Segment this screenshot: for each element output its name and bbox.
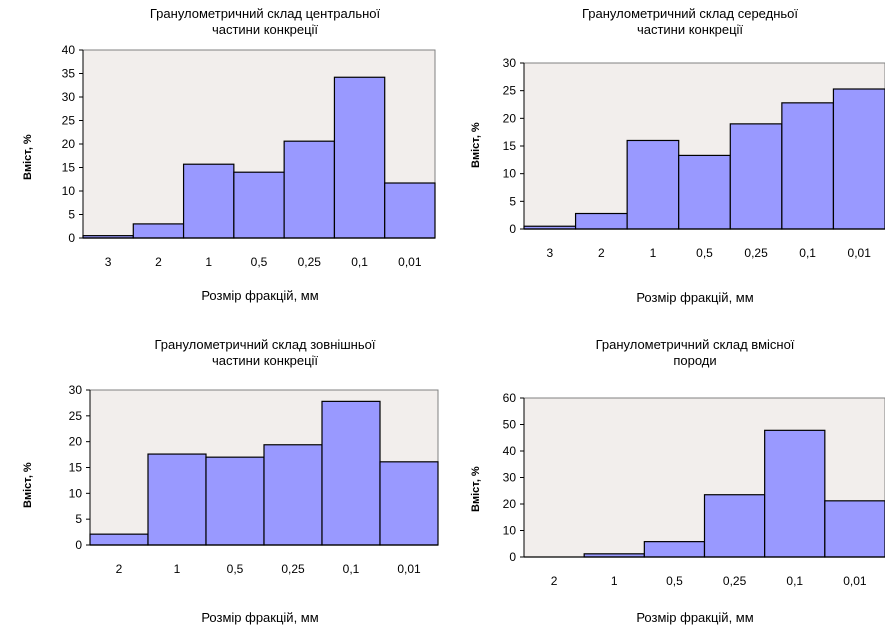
x-tick-label: 1 (650, 246, 657, 260)
x-tick-label: 0,5 (666, 574, 683, 588)
y-tick-label: 25 (62, 114, 76, 128)
x-tick-label: 2 (551, 574, 558, 588)
x-tick-label: 0,01 (848, 246, 872, 260)
bar (283, 140, 336, 239)
y-tick-label: 30 (503, 471, 517, 485)
x-axis-label: Розмір фракцій, мм (636, 290, 754, 305)
bar (678, 154, 731, 230)
x-tick-label: 0,5 (696, 246, 713, 260)
y-tick-label: 10 (503, 524, 517, 538)
y-tick-label: 30 (69, 383, 83, 397)
y-tick-label: 40 (62, 43, 76, 57)
y-tick-label: 20 (62, 137, 76, 151)
y-tick-label: 15 (69, 461, 83, 475)
x-tick-label: 0,5 (227, 562, 244, 576)
y-tick-label: 10 (69, 486, 83, 500)
bar (147, 453, 207, 546)
x-tick-label: 0,01 (398, 255, 422, 269)
y-tick-label: 20 (69, 435, 83, 449)
x-tick-label: 0,1 (351, 255, 368, 269)
chart-title: Гранулометричний склад зовнішньої частин… (154, 337, 376, 368)
bar (781, 102, 835, 230)
x-tick-label: 1 (205, 255, 212, 269)
x-tick-label: 2 (155, 255, 162, 269)
x-tick-label: 0,25 (298, 255, 322, 269)
bar (832, 88, 885, 230)
bar (764, 429, 826, 558)
y-tick-label: 5 (68, 208, 75, 222)
y-tick-label: 5 (509, 194, 516, 208)
x-axis-label: Розмір фракцій, мм (636, 610, 754, 625)
y-tick-label: 15 (503, 139, 517, 153)
chart-title: Гранулометричний склад центральної части… (149, 6, 381, 37)
bar (263, 444, 323, 546)
y-tick-label: 20 (503, 111, 517, 125)
y-tick-label: 40 (503, 444, 517, 458)
chart-title: Гранулометричний склад вмісної породи (595, 337, 795, 368)
y-tick-label: 10 (503, 167, 517, 181)
y-tick-label: 60 (503, 391, 517, 405)
y-tick-label: 5 (75, 512, 82, 526)
bar (321, 400, 381, 546)
bar (233, 171, 285, 239)
y-tick-label: 10 (62, 184, 76, 198)
bar (824, 500, 885, 558)
bar (379, 461, 439, 546)
y-tick-label: 0 (509, 550, 516, 564)
bar (729, 123, 783, 230)
bar (703, 494, 766, 558)
x-tick-label: 3 (105, 255, 112, 269)
x-tick-label: 2 (598, 246, 605, 260)
y-tick-label: 30 (503, 56, 517, 70)
y-tick-label: 25 (69, 409, 83, 423)
x-tick-label: 0,01 (843, 574, 867, 588)
x-tick-label: 1 (174, 562, 181, 576)
x-tick-label: 0,1 (799, 246, 816, 260)
x-tick-label: 0,1 (343, 562, 360, 576)
x-tick-label: 2 (116, 562, 123, 576)
bar (182, 163, 235, 239)
bar (643, 541, 706, 558)
x-tick-label: 0,25 (744, 246, 768, 260)
x-tick-label: 1 (611, 574, 618, 588)
y-tick-label: 0 (75, 538, 82, 552)
y-tick-label: 0 (509, 222, 516, 236)
x-tick-label: 0,5 (251, 255, 268, 269)
y-tick-label: 20 (503, 497, 517, 511)
x-tick-label: 0,01 (397, 562, 421, 576)
x-tick-label: 0,25 (723, 574, 747, 588)
y-tick-label: 30 (62, 90, 76, 104)
x-tick-label: 0,25 (281, 562, 305, 576)
x-tick-label: 0,1 (786, 574, 803, 588)
x-tick-label: 3 (546, 246, 553, 260)
y-tick-label: 50 (503, 418, 517, 432)
bar (333, 76, 386, 239)
y-tick-label: 0 (68, 231, 75, 245)
y-tick-label: 25 (503, 84, 517, 98)
y-tick-label: 15 (62, 161, 76, 175)
chart-title: Гранулометричний склад середньої частини… (581, 6, 799, 37)
y-tick-label: 35 (62, 67, 76, 81)
x-axis-label: Розмір фракцій, мм (201, 288, 319, 303)
x-axis-label: Розмір фракцій, мм (201, 610, 319, 625)
